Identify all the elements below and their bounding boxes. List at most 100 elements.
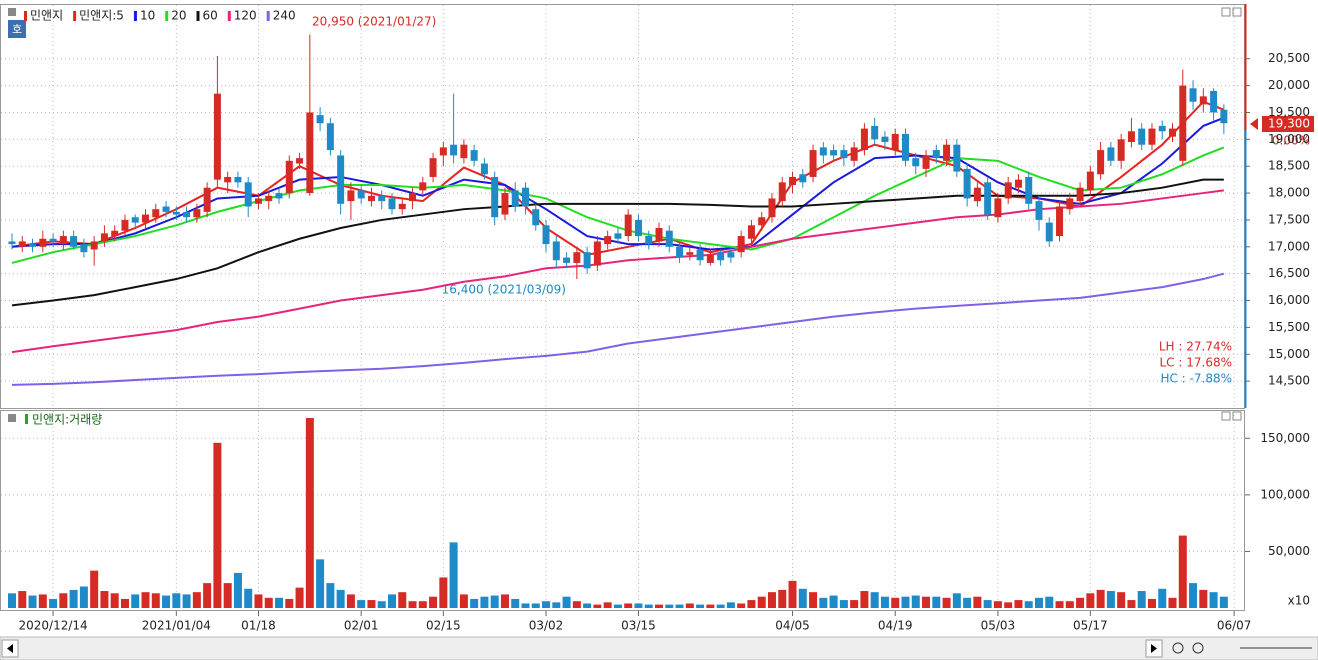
volume-bar (767, 592, 776, 608)
candle-body (244, 182, 252, 207)
window-button[interactable] (1221, 7, 1231, 17)
volume-bar (634, 603, 643, 608)
candle-body (511, 190, 519, 207)
volume-bar (1055, 601, 1064, 608)
volume-bar (182, 594, 191, 608)
y-tick-label: 19,000 (1268, 132, 1310, 146)
candle-body (419, 182, 427, 191)
candle-body (1148, 128, 1156, 145)
candle-body (285, 160, 293, 194)
candle-body (789, 176, 797, 186)
ma-line (11, 178, 1224, 307)
candle-body (429, 158, 437, 177)
volume-bar (203, 583, 212, 608)
volume-bar (993, 601, 1002, 608)
candle-body (850, 147, 858, 161)
candle-body (1169, 128, 1177, 137)
max-annotation: 20,950 (2021/01/27) (312, 15, 436, 29)
volume-bar (655, 604, 664, 608)
volume-bar (542, 601, 551, 608)
candle-body (840, 150, 848, 159)
legend-marker (25, 414, 28, 424)
candle-body (860, 128, 868, 151)
x-tick-label: 05/03 (981, 619, 1016, 633)
price-badge-text: 19,300 (1268, 117, 1310, 131)
candle-body (1210, 90, 1218, 113)
candle-body (1025, 176, 1033, 204)
volume-bar (141, 592, 150, 608)
candle-body (39, 238, 47, 247)
candle-body (316, 115, 324, 124)
candle-body (912, 158, 920, 167)
candle-body (901, 133, 909, 161)
volume-bar (408, 601, 417, 608)
legend-label: 60 (203, 9, 218, 23)
candle-body (552, 241, 560, 261)
volume-bar (983, 600, 992, 608)
candle-body (963, 168, 971, 199)
volume-bar (562, 596, 571, 608)
candle-body (799, 174, 807, 183)
legend-marker (227, 11, 231, 21)
x-tick-label: 05/17 (1073, 619, 1108, 633)
candle-body (59, 236, 67, 245)
volume-bar (870, 592, 879, 608)
candle-body (1045, 222, 1053, 242)
candle-body (111, 230, 119, 237)
candle-body (1107, 147, 1115, 161)
volume-bar (100, 591, 109, 608)
candle-body (542, 225, 550, 245)
candle-body (347, 190, 355, 202)
x-tick-label: 04/19 (878, 619, 913, 633)
candle-body (871, 125, 879, 140)
zoom-in[interactable] (1192, 642, 1204, 654)
window-button[interactable] (8, 414, 16, 422)
candle-body (881, 136, 889, 143)
candle-body (172, 211, 180, 215)
volume-bar (8, 593, 16, 608)
window-button[interactable] (8, 8, 16, 16)
candle-body (1220, 109, 1228, 124)
volume-bar (357, 600, 366, 608)
window-button[interactable] (1232, 7, 1242, 17)
volume-bar (1004, 602, 1013, 608)
candle-body (563, 257, 571, 263)
volume-bar (521, 603, 530, 608)
volume-bar (613, 604, 622, 608)
candle-body (778, 182, 786, 202)
candle-body (809, 150, 817, 177)
candle-body (409, 193, 417, 202)
candle-body (121, 219, 129, 231)
volume-bar (254, 594, 263, 608)
volume-bar (1065, 601, 1074, 608)
volume-bar (192, 592, 201, 608)
volume-bar (644, 604, 653, 608)
x-tick-label: 03/15 (621, 619, 656, 633)
candle-body (604, 236, 612, 245)
min-annotation: 16,400 (2021/03/09) (442, 283, 566, 297)
badge-text: 호 (12, 23, 22, 36)
window-button[interactable] (1232, 411, 1242, 421)
candle-body (922, 155, 930, 169)
zoom-out[interactable] (1172, 642, 1184, 654)
candle-body (830, 150, 838, 156)
window-button[interactable] (1221, 411, 1231, 421)
volume-bar (1117, 592, 1126, 608)
candle-body (265, 195, 273, 202)
volume-bar (1199, 589, 1208, 608)
volume-bar (151, 593, 160, 608)
stat: LH : 27.74% (1159, 340, 1232, 354)
candle-body (634, 219, 642, 237)
candle-body (717, 252, 725, 261)
volume-bar (326, 583, 335, 608)
volume-bar (28, 595, 37, 608)
volume-bar (120, 598, 129, 608)
volume-bar (1024, 601, 1033, 608)
volume-bar (829, 595, 838, 608)
volume-bar (377, 601, 386, 608)
volume-bar (778, 589, 787, 608)
candle-body (357, 190, 365, 199)
badge[interactable] (8, 20, 26, 38)
scrollbar[interactable] (0, 636, 1318, 660)
